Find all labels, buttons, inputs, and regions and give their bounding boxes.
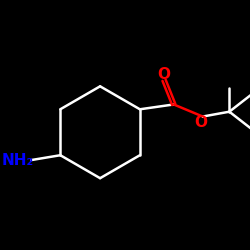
Text: O: O — [194, 115, 207, 130]
Text: O: O — [158, 67, 170, 82]
Text: NH₂: NH₂ — [2, 152, 34, 168]
